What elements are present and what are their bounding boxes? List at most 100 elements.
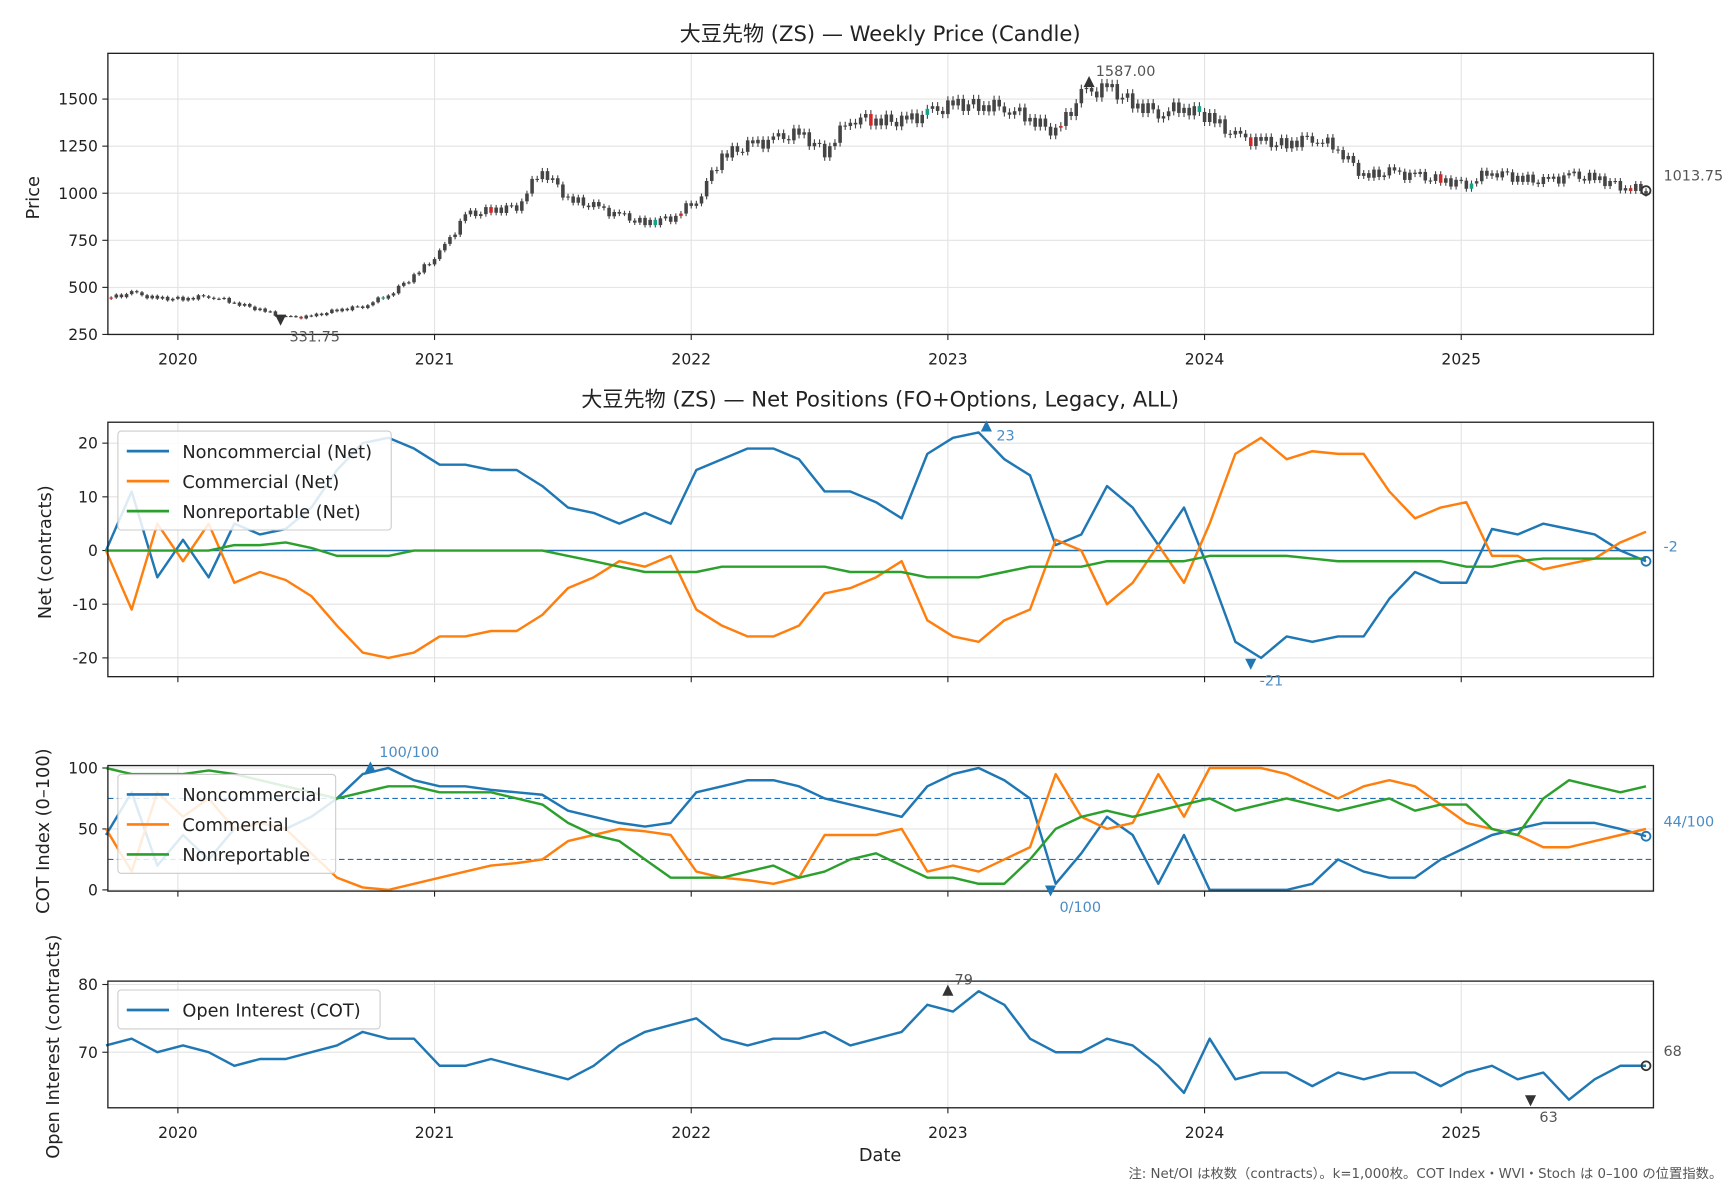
candle-body xyxy=(1100,83,1104,98)
candle-body xyxy=(407,282,411,284)
candle-body xyxy=(294,316,298,318)
candle-body xyxy=(581,197,586,206)
candle-body xyxy=(1105,83,1109,88)
candle-body xyxy=(853,122,858,125)
candle-body xyxy=(566,196,570,198)
candle-body xyxy=(869,114,873,126)
candle-body xyxy=(1007,112,1012,115)
legend-label: Commercial (Net) xyxy=(182,473,339,493)
candle-body xyxy=(1495,173,1499,178)
series-line-nonreportable-net- xyxy=(106,541,1647,579)
candle-body xyxy=(776,133,781,137)
candle-body xyxy=(453,234,457,238)
candle-body xyxy=(807,132,812,147)
candle-body xyxy=(263,308,267,312)
candle-body xyxy=(366,305,370,309)
x-tick-label: 2024 xyxy=(1185,1124,1225,1142)
candle-body xyxy=(1567,173,1571,176)
candle-body xyxy=(299,316,303,319)
plot-frame xyxy=(107,52,1655,336)
candle-body xyxy=(1141,103,1145,114)
candle-body xyxy=(940,110,945,115)
candle-body xyxy=(504,205,509,213)
candle-body xyxy=(1223,119,1227,134)
candle-body xyxy=(1284,138,1289,149)
candle-body xyxy=(756,139,760,144)
candle-body xyxy=(1315,142,1320,144)
candle-body xyxy=(1490,173,1494,176)
candle-body xyxy=(1449,178,1453,187)
candle-body xyxy=(1300,135,1304,148)
y-tick-label: 0 xyxy=(88,542,98,560)
candle-body xyxy=(1038,118,1043,127)
candle-body xyxy=(817,142,822,144)
candle-body xyxy=(1120,97,1125,100)
candle-body xyxy=(751,140,755,144)
candle-body xyxy=(478,214,483,217)
candle-body xyxy=(335,309,339,312)
candle-body xyxy=(1325,137,1330,144)
candle-body xyxy=(822,143,827,158)
candle-body xyxy=(217,298,221,300)
candle-body xyxy=(247,303,252,307)
candle-body xyxy=(489,207,493,213)
candle-body xyxy=(956,98,960,106)
candle-body xyxy=(268,311,273,313)
last-value-annotation: 68 xyxy=(1663,1044,1681,1060)
candle-body xyxy=(889,114,894,122)
oi-ylabel: Open Interest (contracts) xyxy=(44,935,64,1159)
candle-body xyxy=(1094,91,1099,98)
candle-body xyxy=(684,203,688,214)
candle-body xyxy=(1479,170,1484,182)
candle-body xyxy=(1413,172,1417,175)
candle-body xyxy=(1541,176,1546,185)
candle-body xyxy=(1218,119,1222,124)
candle-body xyxy=(309,315,314,317)
candle-body xyxy=(971,98,976,105)
candle-body xyxy=(1228,133,1232,135)
candle-body xyxy=(1382,175,1386,178)
candle-body xyxy=(109,297,113,299)
candle-body xyxy=(884,114,889,126)
candle-body xyxy=(792,128,796,141)
candle-body xyxy=(1572,171,1576,174)
candle-body xyxy=(1361,173,1366,176)
candle-body xyxy=(530,178,534,194)
candle-body xyxy=(1192,106,1197,116)
candle-body xyxy=(1264,136,1268,141)
net-chart-title: 大豆先物 (ZS) — Net Positions (FO+Options, L… xyxy=(581,387,1179,412)
candle-body xyxy=(124,294,129,298)
candle-body xyxy=(186,297,190,301)
candle-body xyxy=(658,218,663,226)
candle-body xyxy=(1433,174,1438,181)
candle-body xyxy=(1469,183,1474,189)
net-positions-panel: -20 -10 0 10 20 23 -21 -2 Noncommercial (Net) Com… xyxy=(72,420,1678,689)
y-tick-label: 20 xyxy=(78,435,98,453)
candle-body xyxy=(858,117,863,125)
candle-body xyxy=(258,308,262,311)
max-marker-icon xyxy=(1083,76,1095,88)
candle-body xyxy=(863,114,868,118)
min-annotation: 0/100 xyxy=(1059,900,1101,916)
candle-body xyxy=(145,295,149,299)
candle-body xyxy=(1259,137,1263,141)
candle-body xyxy=(648,219,652,226)
x-tick-label: 2023 xyxy=(928,1124,968,1142)
candle-body xyxy=(535,178,539,180)
candle-body xyxy=(1202,111,1207,122)
candle-body xyxy=(591,202,596,208)
plot-frame xyxy=(107,764,1655,892)
candle-body xyxy=(1171,102,1176,112)
candle-body xyxy=(473,210,478,217)
candle-body xyxy=(550,178,555,180)
candle-body xyxy=(468,210,473,215)
open-interest-panel: 2020 2021 2022 2023 2024 2025 70 80 79 63 68 Open I… xyxy=(78,973,1682,1142)
candle-body xyxy=(1295,140,1299,148)
net-ylabel: Net (contracts) xyxy=(36,485,56,619)
candle-body xyxy=(1531,174,1535,183)
legend-label: Nonreportable xyxy=(182,846,310,866)
x-tick-label: 2021 xyxy=(415,350,455,368)
price-panel: 2020 2021 2022 2023 2024 2025 250 500 750 1000 125… xyxy=(58,52,1723,368)
candle-body xyxy=(1197,106,1202,112)
candle-body xyxy=(1377,169,1381,178)
